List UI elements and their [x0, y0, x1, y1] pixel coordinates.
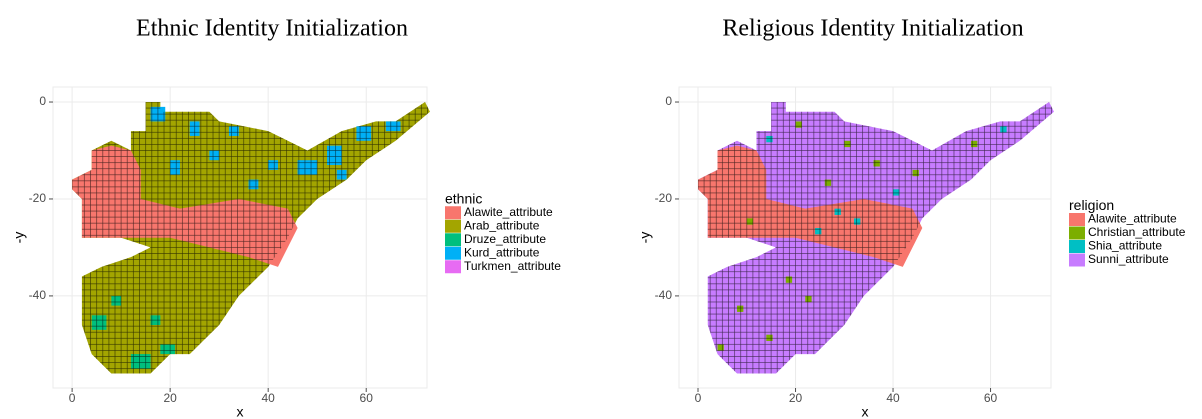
- legend-key: [1069, 253, 1085, 267]
- y-tick-label: 0: [665, 94, 672, 108]
- x-tick-label: 0: [695, 391, 702, 405]
- legend-label: Christian_attribute: [1088, 225, 1186, 239]
- legend-key: [1069, 226, 1085, 240]
- legend-title: religion: [1069, 197, 1114, 213]
- legend-key: [445, 219, 461, 233]
- x-axis-title: x: [237, 404, 244, 419]
- y-tick-label: -20: [655, 191, 673, 205]
- legend-key: [445, 206, 461, 220]
- legend-title: ethnic: [445, 190, 482, 206]
- legend-key: [1069, 213, 1085, 226]
- y-tick-label: -40: [29, 288, 47, 302]
- legend-key: [445, 260, 461, 274]
- x-tick-label: 20: [789, 391, 803, 405]
- legend-key: [445, 246, 461, 260]
- legend-label: Alawite_attribute: [464, 205, 553, 219]
- legend-label: Arab_attribute: [464, 218, 540, 232]
- legend-label: Kurd_attribute: [464, 245, 540, 259]
- x-tick-label: 60: [360, 391, 374, 405]
- tile-map: [72, 102, 430, 374]
- legend-label: Shia_attribute: [1088, 239, 1162, 253]
- x-axis-title: x: [862, 404, 869, 419]
- x-tick-label: 60: [984, 391, 998, 405]
- x-tick-label: 0: [69, 391, 76, 405]
- x-tick-label: 20: [163, 391, 177, 405]
- legend-label: Sunni_attribute: [1088, 252, 1169, 266]
- legend-label: Druze_attribute: [464, 232, 546, 246]
- x-tick-label: 40: [886, 391, 900, 405]
- legend-key: [445, 233, 461, 247]
- chart-title: Ethnic Identity Initialization: [136, 16, 408, 42]
- y-tick-label: 0: [39, 94, 46, 108]
- y-tick-label: -20: [29, 191, 47, 205]
- legend-key: [1069, 240, 1085, 253]
- tile-map: [698, 102, 1054, 374]
- y-tick-label: -40: [655, 288, 673, 302]
- legend-label: Turkmen_attribute: [464, 259, 561, 273]
- legend-label: Alawite_attribute: [1088, 212, 1177, 226]
- chart-title: Religious Identity Initialization: [722, 16, 1023, 42]
- x-tick-label: 40: [262, 391, 276, 405]
- y-axis-title: -y: [637, 232, 653, 244]
- y-axis-title: -y: [11, 232, 27, 244]
